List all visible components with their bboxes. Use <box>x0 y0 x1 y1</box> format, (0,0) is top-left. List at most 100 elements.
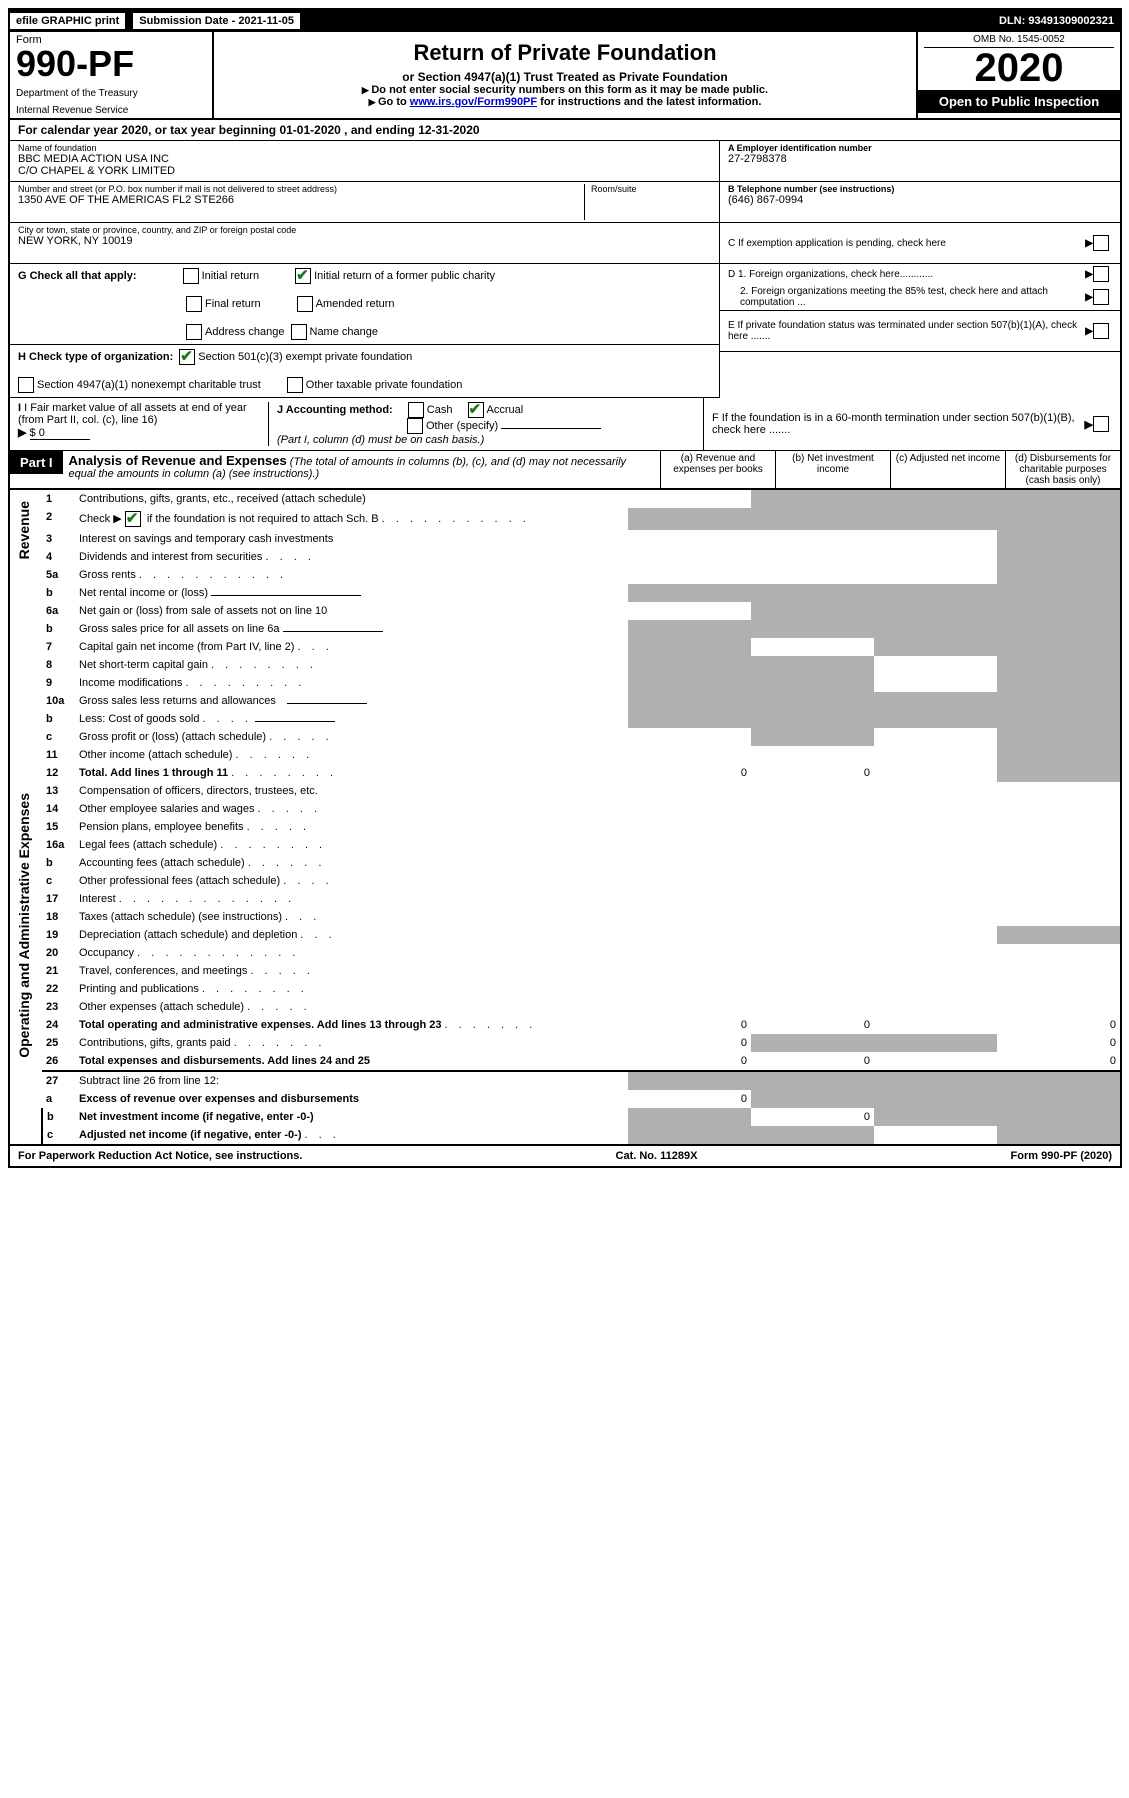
section-g: G Check all that apply: Initial return I… <box>10 264 719 345</box>
cb-e[interactable] <box>1093 323 1109 339</box>
instruction-ssn: Do not enter social security numbers on … <box>222 84 908 96</box>
form-subtitle: or Section 4947(a)(1) Trust Treated as P… <box>222 70 908 84</box>
form-page: efile GRAPHIC print Submission Date - 20… <box>8 8 1122 1168</box>
h-label: H Check type of organization: <box>18 351 173 363</box>
line-10b: Less: Cost of goods sold . . . . <box>75 710 628 728</box>
address-value: 1350 AVE OF THE AMERICAS FL2 STE266 <box>18 194 584 206</box>
phone-label: B Telephone number (see instructions) <box>728 184 1112 194</box>
ein-label: A Employer identification number <box>728 143 1112 153</box>
foundation-name-2: C/O CHAPEL & YORK LIMITED <box>18 165 711 177</box>
open-public-badge: Open to Public Inspection <box>918 90 1120 113</box>
part-1-title: Analysis of Revenue and Expenses <box>69 453 287 468</box>
line-4: Dividends and interest from securities .… <box>75 548 628 566</box>
line-14: Other employee salaries and wages . . . … <box>75 800 628 818</box>
calendar-year-line: For calendar year 2020, or tax year begi… <box>10 120 1120 141</box>
cb-d1[interactable] <box>1093 266 1109 282</box>
cb-other-method[interactable] <box>407 418 423 434</box>
line-21: Travel, conferences, and meetings . . . … <box>75 962 628 980</box>
c-label: C If exemption application is pending, c… <box>728 238 1085 249</box>
phone-value: (646) 867-0994 <box>728 194 1112 206</box>
cb-other-taxable[interactable] <box>287 377 303 393</box>
line-3: Interest on savings and temporary cash i… <box>75 530 628 548</box>
cb-name-change[interactable] <box>291 324 307 340</box>
line-12: Total. Add lines 1 through 11 . . . . . … <box>75 764 628 782</box>
line-27a: Excess of revenue over expenses and disb… <box>75 1090 628 1108</box>
line-27: Subtract line 26 from line 12: <box>75 1071 628 1090</box>
cb-sch-b[interactable] <box>125 511 141 527</box>
form-title: Return of Private Foundation <box>222 40 908 66</box>
line-10c: Gross profit or (loss) (attach schedule)… <box>75 728 628 746</box>
i-value: $ 0 <box>30 427 90 440</box>
cb-cash[interactable] <box>408 402 424 418</box>
identity-section: Name of foundation BBC MEDIA ACTION USA … <box>10 141 1120 398</box>
line-1: Contributions, gifts, grants, etc., rece… <box>75 490 628 508</box>
part-1-badge: Part I <box>10 451 63 474</box>
line-6b: Gross sales price for all assets on line… <box>75 620 628 638</box>
j-label: J Accounting method: <box>277 404 393 416</box>
line-23: Other expenses (attach schedule) . . . .… <box>75 998 628 1016</box>
cb-4947a1[interactable] <box>18 377 34 393</box>
cb-initial-return[interactable] <box>183 268 199 284</box>
f-label: F If the foundation is in a 60-month ter… <box>712 412 1085 436</box>
form-header: Form 990-PF Department of the Treasury I… <box>10 32 1120 120</box>
d1-label: D 1. Foreign organizations, check here..… <box>728 269 1085 280</box>
g-label: G Check all that apply: <box>18 270 137 282</box>
address-label: Number and street (or P.O. box number if… <box>18 184 584 194</box>
opex-side-label: Operating and Administrative Expenses <box>14 785 34 1066</box>
col-c-header: (c) Adjusted net income <box>890 451 1005 488</box>
footer-form: Form 990-PF (2020) <box>1011 1150 1112 1162</box>
cb-f[interactable] <box>1093 416 1109 432</box>
city-label: City or town, state or province, country… <box>18 225 711 235</box>
tax-year: 2020 <box>924 48 1114 88</box>
d2-label: 2. Foreign organizations meeting the 85%… <box>728 286 1085 308</box>
line-26: Total expenses and disbursements. Add li… <box>75 1052 628 1071</box>
line-5a: Gross rents . . . . . . . . . . . <box>75 566 628 584</box>
line-19: Depreciation (attach schedule) and deple… <box>75 926 628 944</box>
top-bar: efile GRAPHIC print Submission Date - 20… <box>10 10 1120 32</box>
instruction-goto: Go to www.irs.gov/Form990PF for instruct… <box>222 96 908 108</box>
footer-left: For Paperwork Reduction Act Notice, see … <box>18 1150 302 1162</box>
line-16c: Other professional fees (attach schedule… <box>75 872 628 890</box>
line-9: Income modifications . . . . . . . . . <box>75 674 628 692</box>
submission-date: Submission Date - 2021-11-05 <box>131 11 302 31</box>
cb-c[interactable] <box>1093 235 1109 251</box>
line-10a: Gross sales less returns and allowances <box>75 692 628 710</box>
e-label: E If private foundation status was termi… <box>728 320 1085 342</box>
cb-d2[interactable] <box>1093 289 1109 305</box>
line-2: Check ▶ if the foundation is not require… <box>75 508 628 530</box>
line-27c: Adjusted net income (if negative, enter … <box>75 1126 628 1144</box>
line-16a: Legal fees (attach schedule) . . . . . .… <box>75 836 628 854</box>
irs-link[interactable]: www.irs.gov/Form990PF <box>410 96 537 108</box>
i-label: I I Fair market value of all assets at e… <box>18 402 268 426</box>
ein-value: 27-2798378 <box>728 153 1112 165</box>
section-h: H Check type of organization: Section 50… <box>10 345 719 398</box>
line-15: Pension plans, employee benefits . . . .… <box>75 818 628 836</box>
line-8: Net short-term capital gain . . . . . . … <box>75 656 628 674</box>
cb-initial-former[interactable] <box>295 268 311 284</box>
line-5b: Net rental income or (loss) <box>75 584 628 602</box>
foundation-name-1: BBC MEDIA ACTION USA INC <box>18 153 711 165</box>
foundation-name-label: Name of foundation <box>18 143 711 153</box>
line-27b: Net investment income (if negative, ente… <box>75 1108 628 1126</box>
cb-501c3[interactable] <box>179 349 195 365</box>
j-note: (Part I, column (d) must be on cash basi… <box>277 434 695 446</box>
col-a-header: (a) Revenue and expenses per books <box>660 451 775 488</box>
line-11: Other income (attach schedule) . . . . .… <box>75 746 628 764</box>
line-17: Interest . . . . . . . . . . . . . <box>75 890 628 908</box>
footer-cat: Cat. No. 11289X <box>616 1150 698 1162</box>
line-25: Contributions, gifts, grants paid . . . … <box>75 1034 628 1052</box>
cb-accrual[interactable] <box>468 402 484 418</box>
room-suite-label: Room/suite <box>591 184 711 194</box>
cb-address-change[interactable] <box>186 324 202 340</box>
cb-amended[interactable] <box>297 296 313 312</box>
line-24: Total operating and administrative expen… <box>75 1016 628 1034</box>
col-b-header: (b) Net investment income <box>775 451 890 488</box>
irs-label: Internal Revenue Service <box>16 105 206 116</box>
cb-final-return[interactable] <box>186 296 202 312</box>
line-16b: Accounting fees (attach schedule) . . . … <box>75 854 628 872</box>
dln-label: DLN: 93491309002321 <box>993 13 1120 29</box>
section-i-j-f: I I Fair market value of all assets at e… <box>10 398 1120 451</box>
revenue-side-label: Revenue <box>14 493 34 567</box>
line-7: Capital gain net income (from Part IV, l… <box>75 638 628 656</box>
line-18: Taxes (attach schedule) (see instruction… <box>75 908 628 926</box>
